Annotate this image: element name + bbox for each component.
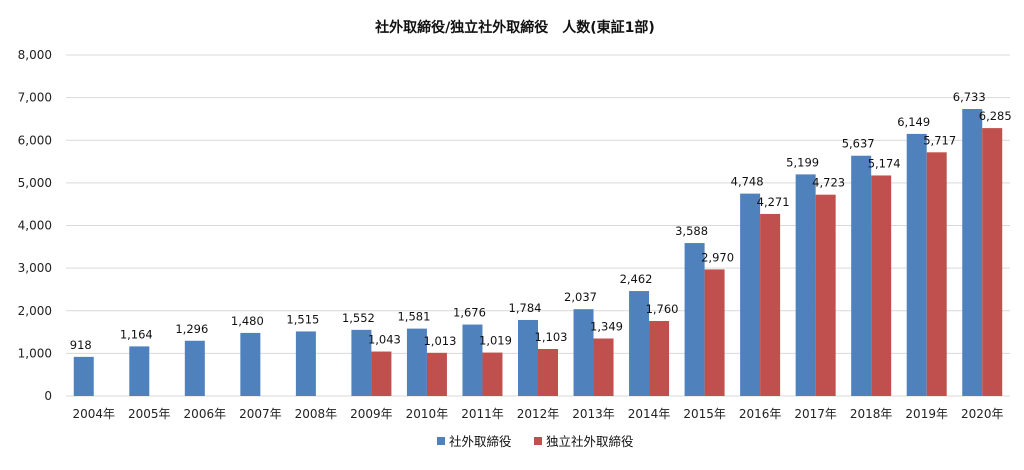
x-tick-label: 2015年 — [683, 407, 726, 421]
data-label: 5,199 — [786, 155, 819, 169]
x-axis: 2004年 2005年 2006年 2007年 2008年 2009年 2010年 2011年… — [72, 407, 1003, 421]
data-label: 918 — [70, 338, 92, 352]
bar-independent-director — [538, 348, 558, 396]
y-tick-label: 6,000 — [18, 133, 52, 147]
y-tick-label: 4,000 — [18, 219, 52, 233]
data-label: 4,723 — [812, 176, 845, 190]
data-label: 6,733 — [953, 90, 986, 104]
bar-independent-director — [593, 338, 614, 396]
x-tick-label: 2018年 — [850, 407, 893, 421]
x-tick-label: 2017年 — [794, 407, 837, 421]
data-label: 1,043 — [368, 333, 401, 347]
bar-independent-director — [649, 320, 670, 396]
legend: 社外取締役 独立社外取締役 — [437, 434, 634, 449]
x-tick-label: 2020年 — [961, 407, 1004, 421]
x-tick-label: 2013年 — [572, 407, 615, 421]
x-tick-label: 2009年 — [350, 407, 393, 421]
data-label: 1,760 — [646, 302, 679, 316]
bar-outside-director — [351, 329, 372, 396]
bar-outside-director — [906, 133, 927, 397]
data-label: 1,103 — [535, 330, 568, 344]
bars — [73, 109, 1003, 397]
data-label: 3,588 — [675, 224, 708, 238]
bar-outside-director — [851, 155, 872, 396]
x-tick-label: 2016年 — [739, 407, 782, 421]
x-tick-label: 2006年 — [184, 407, 227, 421]
bar-outside-director — [684, 243, 705, 396]
data-label: 2,037 — [564, 290, 597, 304]
bar-outside-director — [184, 340, 205, 396]
data-label: 5,637 — [842, 137, 875, 151]
bar-outside-director — [240, 332, 261, 396]
bar-independent-director — [982, 128, 1003, 396]
x-tick-label: 2005年 — [128, 407, 171, 421]
data-label: 1,013 — [423, 334, 456, 348]
legend-label: 社外取締役 — [449, 434, 512, 449]
data-label: 1,784 — [509, 301, 542, 315]
y-tick-label: 1,000 — [18, 346, 52, 360]
legend-label: 独立社外取締役 — [546, 434, 634, 449]
bar-outside-director — [629, 291, 650, 396]
x-tick-label: 2004年 — [72, 407, 115, 421]
data-label: 1,480 — [231, 314, 264, 328]
chart-title: 社外取締役/独立社外取締役 人数(東証1部) — [374, 19, 655, 36]
x-tick-label: 2010年 — [406, 407, 449, 421]
data-label: 2,970 — [701, 250, 734, 264]
x-tick-label: 2007年 — [239, 407, 282, 421]
bar-independent-director — [815, 194, 836, 396]
bar-independent-director — [482, 352, 503, 396]
y-tick-label: 8,000 — [18, 48, 52, 62]
bar-outside-director — [518, 319, 538, 396]
y-axis: 0 1,000 2,000 3,000 4,000 5,000 6,000 7,000 8,00… — [18, 48, 52, 403]
bar-independent-director — [426, 352, 447, 396]
x-tick-label: 2014年 — [628, 407, 671, 421]
data-label: 5,174 — [868, 156, 901, 170]
bar-independent-director — [760, 213, 781, 396]
data-label: 4,748 — [731, 175, 764, 189]
bar-outside-director — [462, 324, 483, 396]
data-label: 1,296 — [175, 322, 208, 336]
bar-outside-director — [73, 356, 94, 396]
bar-independent-director — [871, 175, 892, 396]
bar-outside-director — [406, 328, 427, 396]
bar-outside-director — [962, 109, 983, 397]
bar-outside-director — [740, 193, 761, 396]
data-label: 1,515 — [286, 312, 319, 326]
data-label: 1,019 — [479, 334, 512, 348]
data-label: 1,349 — [590, 319, 623, 333]
y-tick-label: 5,000 — [18, 176, 52, 190]
data-label: 1,581 — [397, 310, 430, 324]
x-tick-label: 2008年 — [295, 407, 338, 421]
gridlines — [66, 54, 1010, 397]
data-label: 5,717 — [923, 133, 956, 147]
bar-independent-director — [704, 269, 725, 396]
y-tick-label: 3,000 — [18, 261, 52, 275]
legend-swatch — [534, 437, 542, 445]
bar-outside-director — [573, 309, 594, 396]
bar-outside-director — [795, 174, 816, 396]
data-label: 1,552 — [342, 311, 375, 325]
x-tick-label: 2012年 — [517, 407, 560, 421]
bar-outside-director — [295, 331, 316, 396]
legend-swatch — [437, 437, 445, 445]
data-labels: 918 1,164 1,296 1,480 1,515 1,552 1,043 1,581 1,… — [70, 90, 1012, 352]
bar-independent-director — [926, 152, 947, 396]
y-tick-label: 2,000 — [18, 304, 52, 318]
data-label: 6,285 — [979, 109, 1012, 123]
x-tick-label: 2019年 — [905, 407, 948, 421]
data-label: 4,271 — [757, 195, 790, 209]
data-label: 1,164 — [120, 327, 153, 341]
y-tick-label: 0 — [44, 389, 52, 403]
y-tick-label: 7,000 — [18, 91, 52, 105]
bar-outside-director — [129, 346, 150, 396]
data-label: 6,149 — [897, 115, 930, 129]
data-label: 1,676 — [453, 306, 486, 320]
bar-independent-director — [371, 351, 392, 396]
x-tick-label: 2011年 — [461, 407, 504, 421]
data-label: 2,462 — [620, 272, 653, 286]
